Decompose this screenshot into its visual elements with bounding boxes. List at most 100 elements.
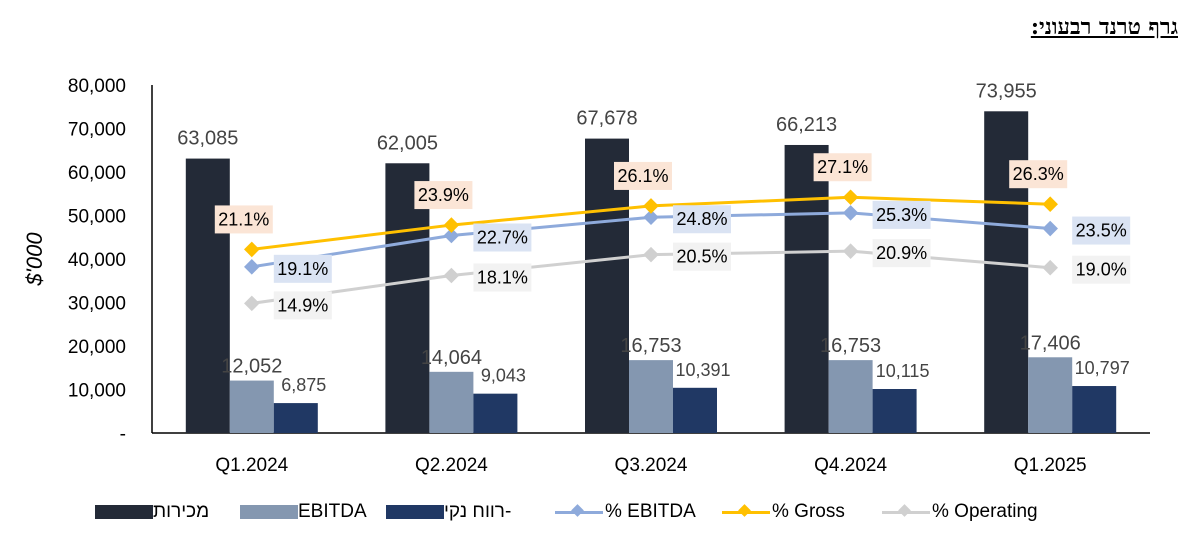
y-tick-label-1: 10,000: [68, 381, 126, 402]
bar-label-net-profit-1: 9,043: [481, 366, 526, 386]
bar-label-sales-2: 67,678: [576, 108, 637, 130]
y-tick-label-8: 80,000: [68, 76, 126, 97]
y-tick-label-0: -: [120, 424, 126, 445]
marker-gross-pct-2: [643, 198, 659, 214]
chart-legend: מכירות EBITDA רווח נקי- % EBITDA % Gross…: [0, 496, 1186, 528]
legend-marker-gross-pct: [722, 505, 770, 519]
pct-label-box-gross-pct-3: [813, 153, 872, 182]
pct-label-box-operating-pct-0: [273, 291, 332, 320]
bar-label-net-profit-0: 6,875: [281, 375, 326, 395]
marker-operating-pct-2: [643, 246, 659, 263]
marker-operating-pct-0: [244, 295, 260, 312]
bar-net-profit-0: [273, 403, 318, 433]
legend-label-gross-pct: % Gross: [772, 501, 845, 522]
marker-operating-pct-3: [842, 243, 859, 259]
pct-label-operating-pct-2: 20.5%: [676, 247, 727, 267]
x-tick-label-3: Q4.2024: [814, 455, 887, 476]
bar-label-sales-3: 66,213: [776, 114, 837, 136]
pct-label-box-operating-pct-3: [872, 239, 931, 268]
bar-net-profit-3: [872, 388, 917, 433]
pct-label-operating-pct-4: 19.0%: [1076, 260, 1127, 280]
bar-label-net-profit-4: 10,797: [1075, 358, 1130, 378]
pct-label-box-gross-pct-1: [414, 181, 473, 210]
pct-label-gross-pct-3: 27.1%: [817, 157, 868, 177]
pct-label-box-operating-pct-2: [673, 242, 731, 271]
pct-label-gross-pct-4: 26.3%: [1013, 164, 1064, 184]
x-tick-label-0: Q1.2024: [215, 455, 288, 476]
y-tick-label-7: 70,000: [68, 120, 126, 141]
legend-item-net-profit: רווח נקי-: [386, 496, 511, 528]
y-tick-label-4: 40,000: [68, 250, 126, 271]
bar-label-sales-4: 73,955: [976, 80, 1037, 102]
marker-gross-pct-4: [1042, 196, 1058, 212]
bar-label-ebitda-1: 14,064: [421, 347, 482, 369]
pct-label-box-ebitda-pct-4: [1072, 216, 1131, 245]
pct-label-box-gross-pct-4: [1009, 160, 1068, 189]
bar-ebitda-2: [629, 360, 673, 433]
bar-label-ebitda-0: 12,052: [221, 356, 282, 378]
bar-ebitda-0: [229, 380, 274, 433]
pct-label-gross-pct-1: 23.9%: [418, 185, 469, 205]
pct-label-box-ebitda-pct-3: [872, 200, 931, 229]
pct-label-box-gross-pct-2: [614, 161, 672, 190]
pct-label-box-operating-pct-1: [473, 263, 532, 292]
pct-label-gross-pct-2: 26.1%: [617, 166, 668, 186]
legend-marker-operating-pct: [882, 505, 930, 519]
quarterly-trend-chart: - 10,000 20,000 30,000 40,000 50,000 60,000 70,…: [22, 76, 1150, 476]
legend-swatch-ebitda: [240, 505, 298, 519]
pct-label-box-ebitda-pct-0: [273, 254, 332, 283]
bar-sales-3: [784, 144, 829, 433]
pct-label-ebitda-pct-2: 24.8%: [676, 209, 727, 229]
marker-gross-pct-3: [842, 189, 859, 206]
y-tick-label-3: 30,000: [68, 294, 126, 315]
bar-label-sales-1: 62,005: [377, 132, 438, 154]
marker-ebitda-pct-4: [1042, 220, 1058, 237]
bar-label-sales-0: 63,085: [177, 128, 238, 150]
x-tick-label-1: Q2.2024: [415, 455, 488, 476]
legend-label-operating-pct: % Operating: [932, 501, 1038, 522]
bar-ebitda-4: [1028, 357, 1073, 433]
legend-label-ebitda: EBITDA: [298, 501, 367, 522]
y-tick-label-2: 20,000: [68, 337, 126, 358]
marker-gross-pct-0: [244, 241, 260, 258]
marker-ebitda-pct-2: [643, 209, 659, 226]
legend-label-ebitda-pct: % EBITDA: [605, 501, 696, 522]
x-tick-label-2: Q3.2024: [615, 455, 688, 476]
bar-net-profit-4: [1072, 386, 1117, 433]
pct-label-ebitda-pct-0: 19.1%: [277, 259, 328, 279]
bar-label-ebitda-3: 16,753: [820, 335, 881, 357]
bar-label-net-profit-3: 10,115: [876, 361, 930, 381]
legend-item-gross-pct: % Gross: [722, 496, 845, 528]
pct-label-ebitda-pct-1: 22.7%: [477, 228, 528, 248]
legend-marker-ebitda-pct: [555, 505, 603, 519]
bar-ebitda-3: [828, 360, 873, 433]
x-tick-label-4: Q1.2025: [1014, 455, 1087, 476]
chart-heading: גרף טרנד רבעוני:: [1030, 14, 1178, 40]
legend-item-ebitda-pct: % EBITDA: [555, 496, 696, 528]
pct-label-ebitda-pct-3: 25.3%: [876, 205, 927, 225]
pct-label-box-ebitda-pct-2: [673, 205, 731, 234]
marker-gross-pct-1: [443, 217, 460, 233]
y-tick-label-5: 50,000: [68, 207, 126, 228]
marker-operating-pct-1: [443, 267, 460, 284]
marker-ebitda-pct-3: [842, 205, 859, 221]
legend-item-operating-pct: % Operating: [882, 496, 1038, 528]
pct-label-operating-pct-3: 20.9%: [876, 243, 927, 263]
legend-swatch-net-profit: [386, 505, 444, 519]
bar-sales-4: [984, 111, 1029, 434]
legend-label-sales: מכירות: [153, 501, 210, 522]
pct-label-ebitda-pct-4: 23.5%: [1076, 221, 1127, 241]
pct-label-box-gross-pct-0: [214, 205, 273, 234]
pct-label-operating-pct-1: 18.1%: [477, 268, 528, 288]
pct-label-box-ebitda-pct-1: [473, 223, 532, 252]
y-axis-title: $'000: [22, 232, 47, 287]
y-tick-label-6: 60,000: [68, 163, 126, 184]
bar-label-ebitda-4: 17,406: [1020, 332, 1081, 354]
bar-label-net-profit-2: 10,391: [675, 360, 730, 380]
marker-ebitda-pct-1: [443, 227, 460, 244]
bar-net-profit-1: [473, 393, 518, 433]
pct-label-gross-pct-0: 21.1%: [218, 209, 269, 229]
bar-sales-0: [185, 158, 230, 433]
pct-label-box-operating-pct-4: [1072, 255, 1131, 284]
bar-net-profit-2: [673, 387, 717, 433]
